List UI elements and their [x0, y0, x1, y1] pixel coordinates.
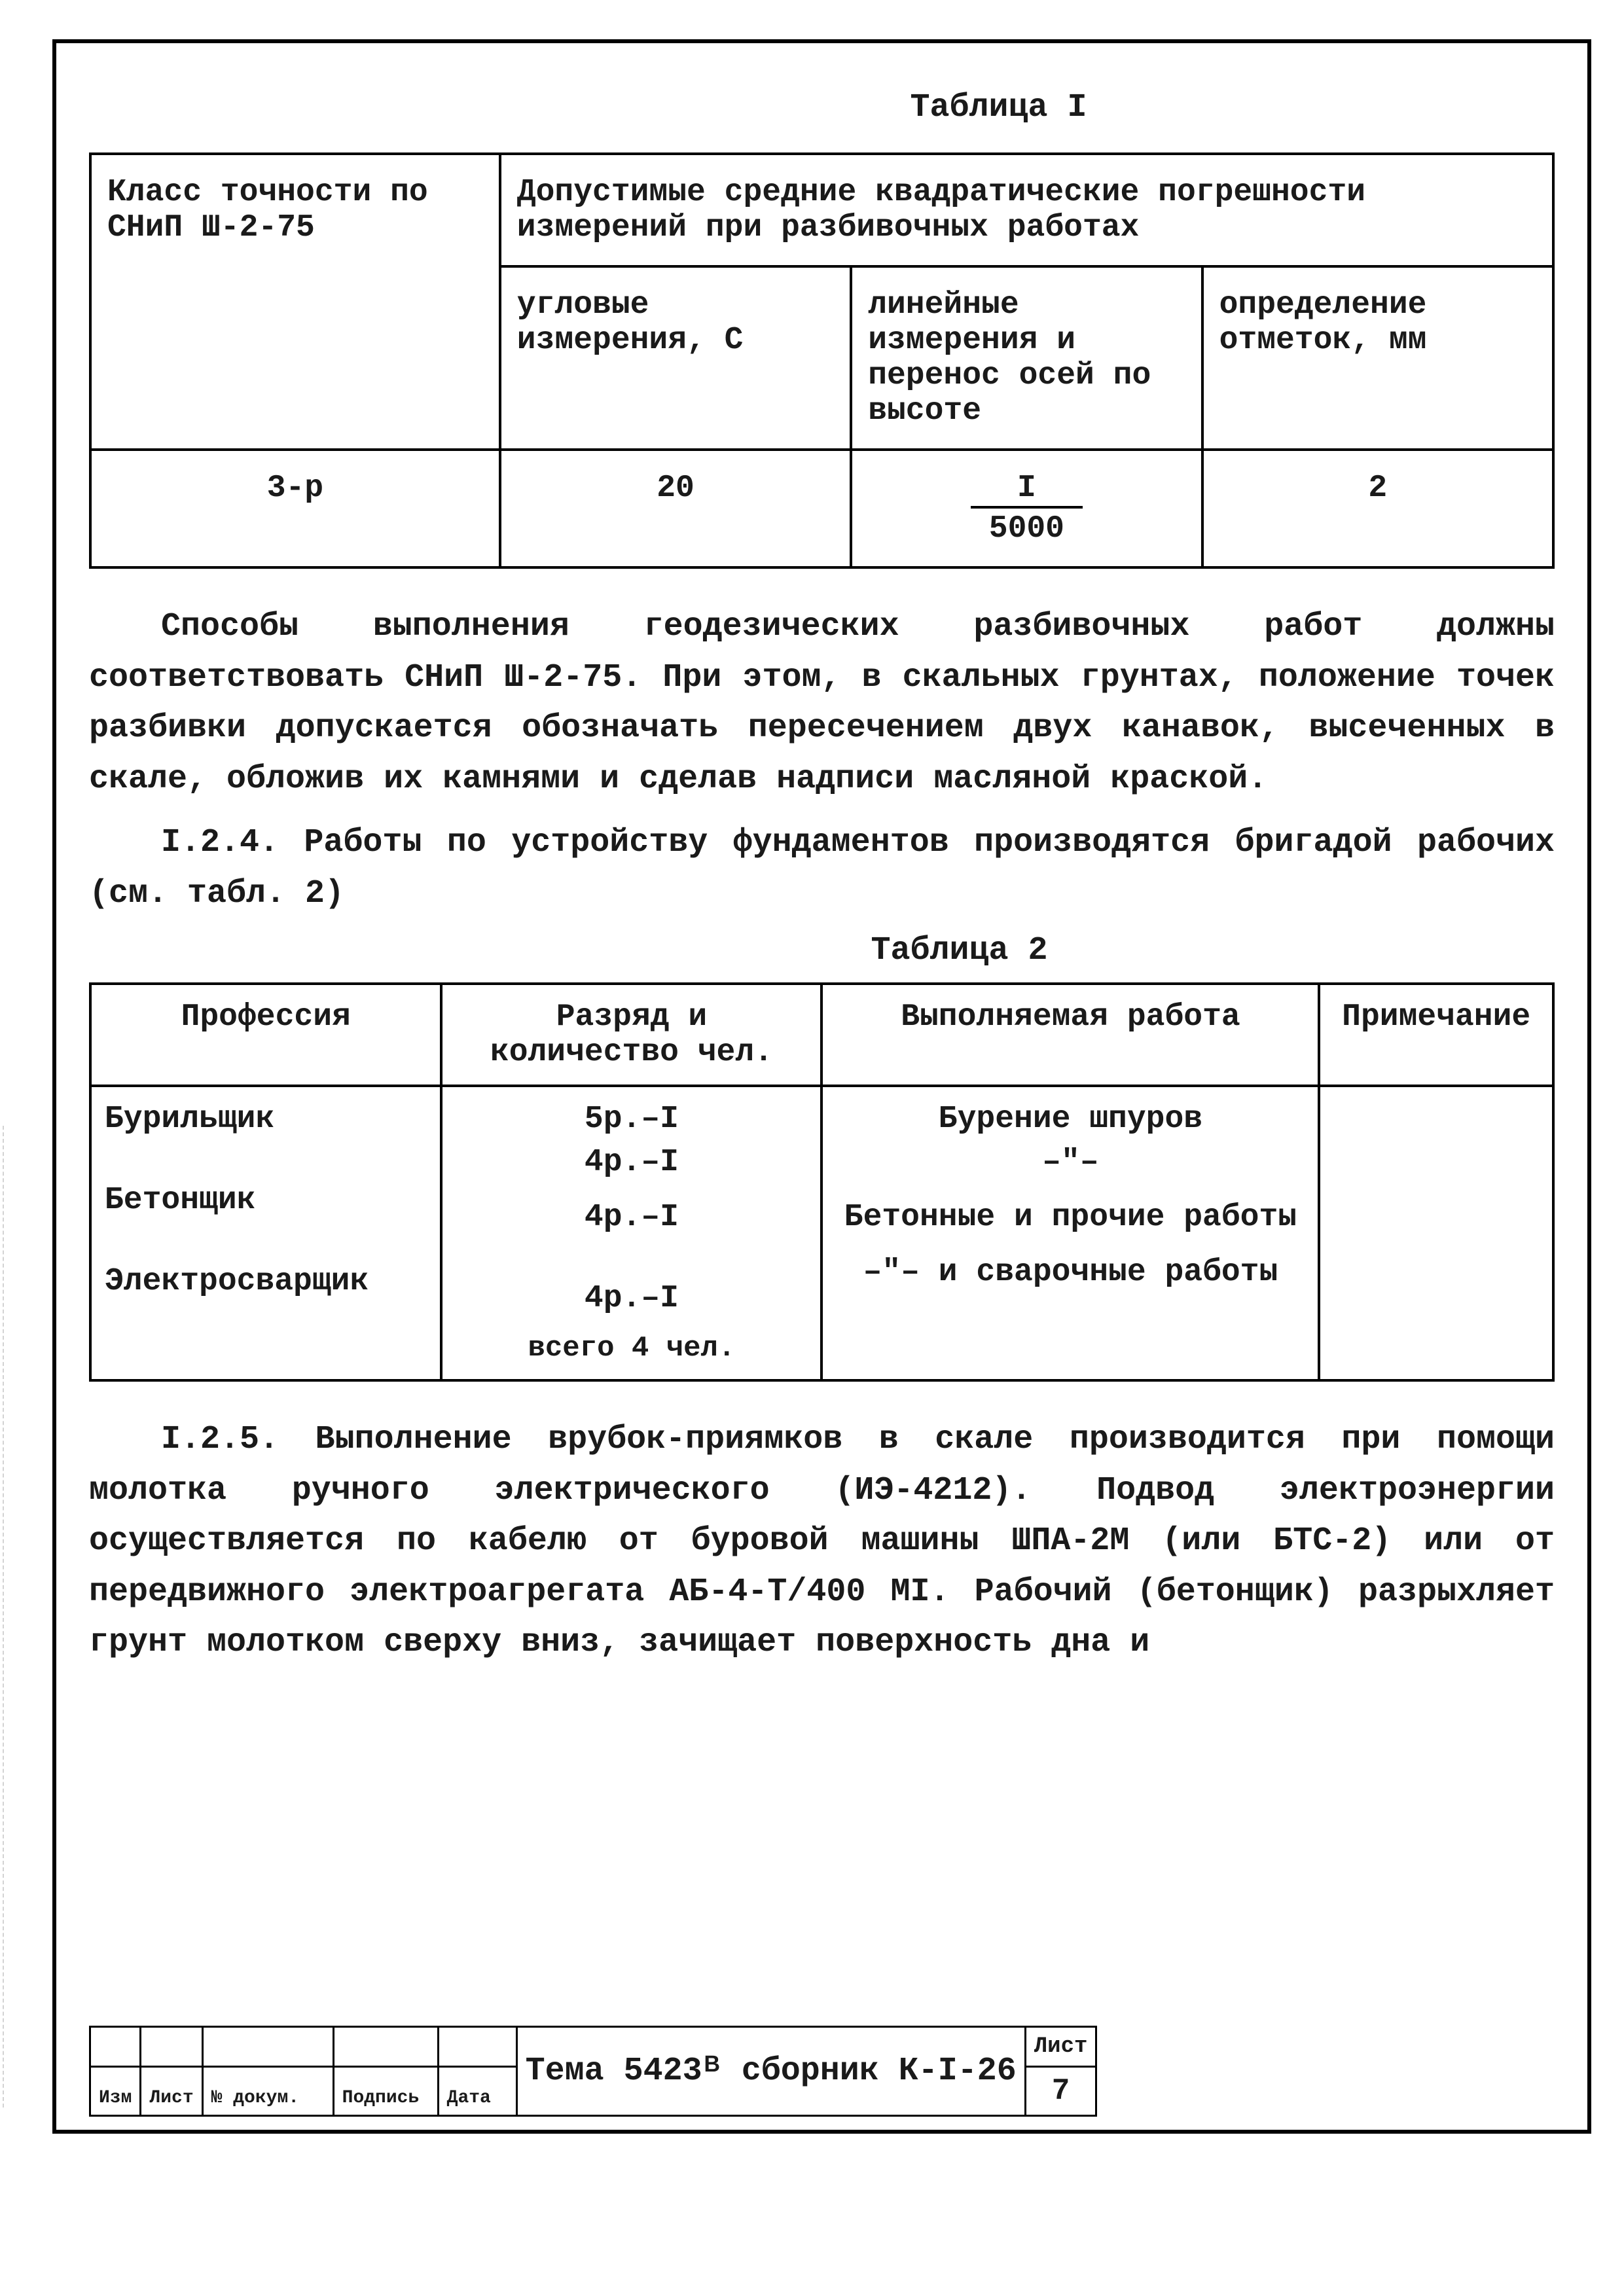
t2-body-row: Бурильщик Бетонщик Электросварщик 5р.–I …: [90, 1086, 1553, 1380]
t1-sub-b: линейные измерения и перенос осей по выс…: [851, 266, 1202, 450]
t2-h-a: Профессия: [90, 984, 441, 1086]
ft-page-label: Лист: [1025, 2027, 1096, 2067]
t2-prof-0: Бурильщик: [105, 1102, 427, 1137]
t1-cell-linear: I 5000: [851, 450, 1202, 567]
t2-prof-2: Электросварщик: [105, 1264, 427, 1299]
t1-super-header: Допустимые средние квадратические погреш…: [500, 154, 1553, 266]
ft-ndok: № докум.: [202, 2067, 333, 2116]
t2-work-2: –"– и сварочные работы: [836, 1255, 1305, 1290]
t2-ranks: 5р.–I 4р.–I 4р.–I 4р.–I всего 4 чел.: [441, 1086, 821, 1380]
t2-prof-1: Бетонщик: [105, 1183, 427, 1218]
ft-blank-3: [202, 2027, 333, 2067]
page-frame: Таблица I Класс точности по СНиП Ш-2-75 …: [52, 39, 1591, 2134]
t2-h-d: Примечание: [1319, 984, 1553, 1086]
fraction-num: I: [971, 471, 1083, 509]
t1-cell-angular: 20: [500, 450, 851, 567]
t1-header-class: Класс точности по СНиП Ш-2-75: [90, 154, 500, 450]
table2: Профессия Разряд и количество чел. Выпол…: [89, 982, 1555, 1382]
t2-work-1: Бетонные и прочие работы: [836, 1200, 1305, 1235]
fraction: I 5000: [971, 471, 1083, 547]
ft-blank-2: [141, 2027, 202, 2067]
t1-sub-a: угловые измерения, С: [500, 266, 851, 450]
ft-data: Дата: [438, 2067, 516, 2116]
para-1: Способы выполнения геодезических разбиво…: [89, 601, 1555, 804]
ft-main-title: Тема 5423ᴮ сборник К-I-26: [516, 2027, 1025, 2116]
ft-page-number: 7: [1025, 2067, 1096, 2116]
t2-rank-0a: 5р.–I: [456, 1102, 807, 1137]
fraction-den: 5000: [971, 509, 1083, 547]
table1: Класс точности по СНиП Ш-2-75 Допустимые…: [89, 152, 1555, 569]
t2-h-c: Выполняемая работа: [821, 984, 1319, 1086]
t2-rank-0b: 4р.–I: [456, 1145, 807, 1180]
table2-caption: Таблица 2: [364, 932, 1555, 969]
t2-notes: [1319, 1086, 1553, 1380]
ft-blank-1: [90, 2027, 141, 2067]
para-3: I.2.5. Выполнение врубок-приямков в скал…: [89, 1414, 1555, 1668]
t1-cell-marks: 2: [1202, 450, 1553, 567]
ft-blank-5: [438, 2027, 516, 2067]
table1-caption: Таблица I: [442, 89, 1555, 126]
t2-work-0b: –"–: [836, 1145, 1305, 1180]
t2-works: Бурение шпуров –"– Бетонные и прочие раб…: [821, 1086, 1319, 1380]
t2-professions: Бурильщик Бетонщик Электросварщик: [90, 1086, 441, 1380]
t2-work-0a: Бурение шпуров: [836, 1102, 1305, 1137]
t1-cell-class: 3-р: [90, 450, 500, 567]
t1-sub-c: определение отметок, мм: [1202, 266, 1553, 450]
ft-list: Лист: [141, 2067, 202, 2116]
paragraph-block-2: I.2.5. Выполнение врубок-приямков в скал…: [89, 1414, 1555, 1668]
ft-podp: Подпись: [333, 2067, 438, 2116]
binding-holes: [7, 1080, 39, 2127]
t2-total: всего 4 чел.: [456, 1332, 807, 1365]
para-2: I.2.4. Работы по устройству фундаментов …: [89, 817, 1555, 919]
ft-blank-4: [333, 2027, 438, 2067]
t2-h-b: Разряд и количество чел.: [441, 984, 821, 1086]
paragraph-block-1: Способы выполнения геодезических разбиво…: [89, 601, 1555, 919]
title-block: Тема 5423ᴮ сборник К-I-26 Лист Изм Лист …: [89, 2026, 1097, 2117]
ft-izm: Изм: [90, 2067, 141, 2116]
t2-rank-1: 4р.–I: [456, 1200, 807, 1235]
t2-rank-2: 4р.–I: [456, 1281, 807, 1316]
